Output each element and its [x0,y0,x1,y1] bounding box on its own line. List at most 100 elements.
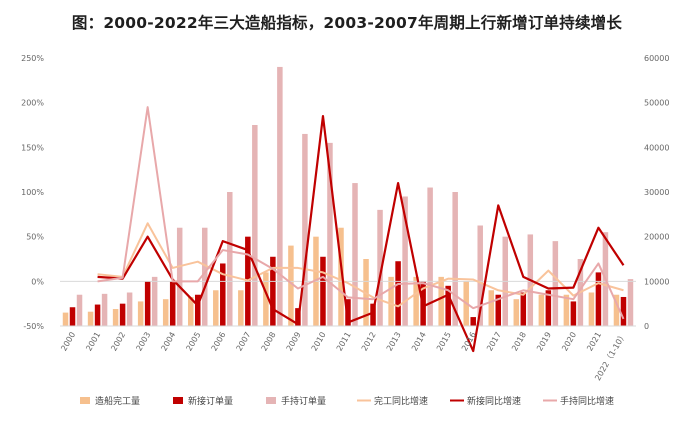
bar-1-0 [69,307,76,326]
legend-label-0: 造船完工量 [95,395,140,407]
left-tick-label: 250% [21,54,44,63]
x-tick-label: 2002 [109,331,127,353]
legend-swatch-2 [266,397,276,404]
bar-2-14 [427,187,433,326]
axis-layer [60,280,636,327]
bar-1-16 [470,317,476,326]
bar-2-15 [452,192,458,326]
legend-label-2: 手持订单量 [281,395,326,407]
bar-2-2 [126,292,133,326]
bar-1-15 [445,285,451,326]
bar-2-9 [302,133,308,326]
bar-1-2 [119,303,126,326]
bar-1-5 [194,294,201,326]
bar-1-6 [220,263,226,326]
bar-0-7 [238,290,244,326]
bar-2-4 [176,227,183,326]
bar-1-18 [520,292,527,326]
bar-0-14 [413,276,419,326]
bar-1-12 [370,303,376,326]
bar-0-1 [87,311,94,326]
bar-2-1 [101,293,108,326]
bar-1-4 [169,281,176,326]
bar-2-11 [352,183,358,326]
x-tick-label: 2014 [410,330,428,352]
bar-1-13 [395,261,401,326]
x-tick-label: 2004 [159,331,177,353]
bar-0-22 [613,294,620,326]
bar-1-17 [495,294,502,326]
right-tick-label: 40000 [644,143,669,152]
bar-1-11 [345,299,351,326]
bar-1-10 [320,256,326,326]
bar-2-7 [252,125,258,326]
left-tick-label: -50% [23,322,44,331]
legend-swatch-0 [80,397,90,404]
legend-label-3: 完工同比增速 [374,395,428,407]
x-tick-label: 2012 [360,330,378,352]
legend-swatch-1 [173,397,183,404]
legend-label-1: 新接订单量 [188,395,233,407]
bar-2-12 [377,209,383,326]
bar-0-9 [288,245,294,326]
bar-0-8 [263,272,269,326]
bar-2-8 [277,66,283,327]
legend-label-4: 新接同比增速 [467,395,521,407]
right-tick-label: 0 [644,322,649,331]
bar-1-21 [595,272,602,326]
left-tick-label: 200% [21,99,44,108]
left-tick-label: 50% [26,233,44,242]
bar-0-2 [112,309,119,326]
bar-2-13 [402,196,408,326]
x-tick-label: 2021 [585,330,603,352]
left-tick-label: 150% [21,143,44,152]
line-series-1 [97,114,625,353]
bar-2-3 [151,276,158,326]
x-tick-label: 2006 [210,330,228,352]
bar-0-5 [187,296,194,326]
bar-2-5 [201,227,208,326]
bar-0-6 [213,290,219,326]
bar-2-10 [327,142,333,326]
right-tick-label: 60000 [644,54,669,63]
bar-0-15 [438,276,444,326]
x-tick-label: 2009 [285,330,303,352]
legend-label-5: 手持同比增速 [560,395,614,407]
bar-0-20 [563,294,570,326]
right-tick-label: 10000 [644,277,669,286]
bar-1-1 [94,304,101,326]
bar-1-20 [570,301,577,326]
x-tick-label: 2003 [134,330,152,352]
bar-2-6 [227,192,233,326]
bar-0-3 [137,301,144,326]
x-tick-label: 2011 [335,331,353,353]
right-tick-label: 30000 [644,188,669,197]
x-tick-label: 2008 [260,331,278,353]
bar-1-3 [144,281,151,326]
x-tick-label: 2020 [560,330,578,352]
x-tick-label: 2001 [84,331,102,353]
right-tick-label: 50000 [644,99,669,108]
bar-0-13 [388,276,394,326]
left-tick-label: 0% [31,277,44,286]
line-layer [97,106,625,353]
tick-layer: -50% 0% 50% 100% 150% 200% 250% 0 10000 20000 3000… [21,54,669,382]
x-tick-label: 2005 [184,331,202,353]
bar-0-17 [488,290,495,326]
x-tick-label: 2007 [235,331,253,353]
line-series-2 [97,106,625,320]
right-tick-label: 20000 [644,233,669,242]
bar-2-16 [477,225,483,326]
bar-0-21 [588,292,595,326]
x-tick-label: 2019 [535,331,553,353]
x-tick-label: 2017 [485,330,503,352]
bar-0-4 [162,299,169,326]
x-tick-label: 2010 [310,331,328,353]
bar-2-0 [76,294,83,326]
bar-2-22 [627,279,634,326]
bar-1-19 [545,290,552,326]
x-tick-label: 2015 [435,330,453,352]
left-tick-label: 100% [21,188,44,197]
